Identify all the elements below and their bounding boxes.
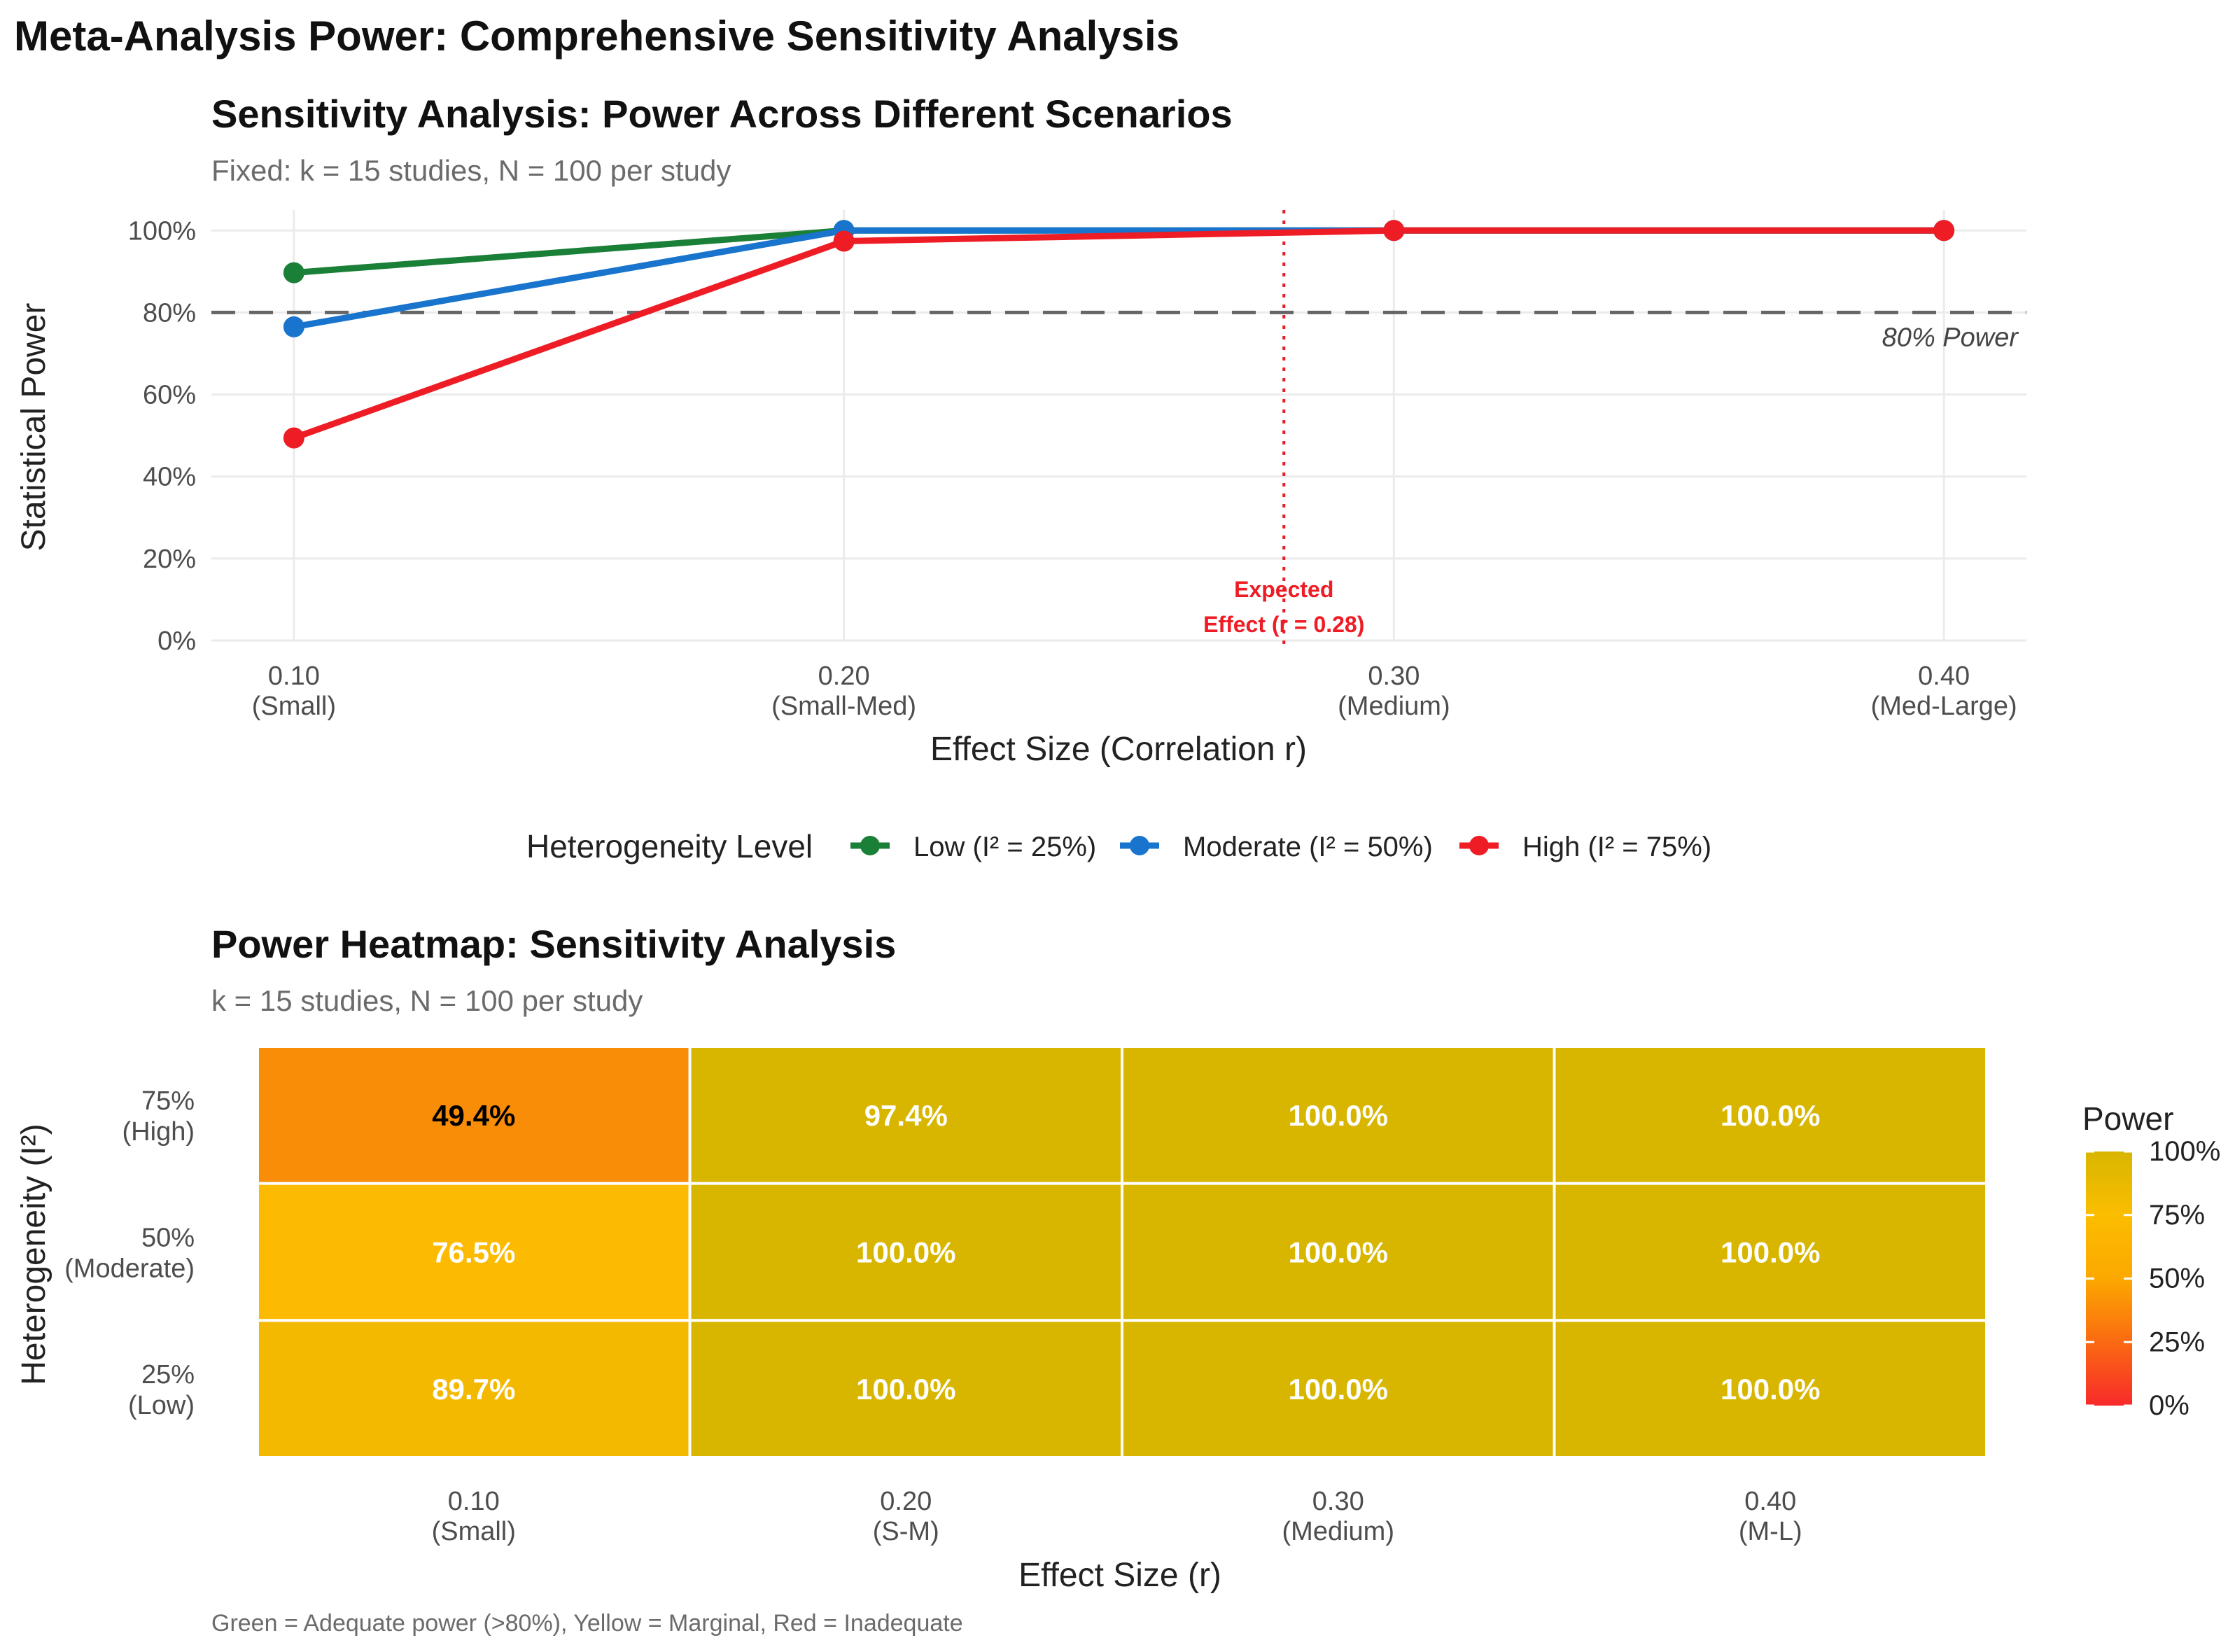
- legend-label-low-i-25: Low (I² = 25%): [913, 832, 1096, 862]
- heatmap-cell-label-r1-c1: 100.0%: [856, 1236, 955, 1269]
- heatmap-cell-r0-c1: [688, 1045, 1123, 1185]
- heatmap-x-tick-value-3: 0.40: [1744, 1487, 1796, 1516]
- heatmap-y-tick-category-0: (High): [122, 1117, 195, 1147]
- series-point-low-i-25-0: [283, 262, 304, 284]
- legend-label-moderate-i-50: Moderate (I² = 50%): [1183, 832, 1433, 862]
- heatmap-cell-r1-c2: [1121, 1182, 1556, 1322]
- figure-caption: Green = Adequate power (>80%), Yellow = …: [211, 1610, 963, 1637]
- heatmap-x-tick-category-0: (Small): [432, 1517, 516, 1546]
- y-tick-label-100: 100%: [128, 216, 196, 246]
- heatmap-y-tick-category-1: (Moderate): [64, 1254, 195, 1284]
- line-chart-panel: Sensitivity Analysis: Power Across Diffe…: [15, 92, 2026, 864]
- heatmap-cell-label-r0-c0: 49.4%: [432, 1099, 515, 1132]
- heatmap-y-tick-category-2: (Low): [128, 1391, 195, 1420]
- heatmap-x-tick-value-1: 0.20: [880, 1487, 932, 1516]
- y-tick-label-80: 80%: [143, 298, 196, 328]
- y-tick-label-60: 60%: [143, 381, 196, 410]
- series-point-high-i-75-0: [283, 427, 304, 449]
- heatmap-cells: 49.4% 97.4% 100.0% 100.0% 76.5% 100.0% 100.0% 1…: [256, 1045, 1988, 1460]
- legend-title: Heterogeneity Level: [526, 828, 813, 864]
- heatmap-x-tick-category-2: (Medium): [1282, 1517, 1394, 1546]
- x-tick-category-2: (Medium): [1338, 692, 1450, 721]
- heatmap-x-axis-title: Effect Size (r): [1018, 1557, 1221, 1594]
- legend-key-point-high-i-75: [1469, 836, 1489, 855]
- series-line-high-i-75: [290, 227, 1947, 442]
- line-chart-x-axis-title: Effect Size (Correlation r): [930, 731, 1307, 768]
- line-chart-series: [283, 220, 1955, 449]
- heatmap-cell-label-r2-c3: 100.0%: [1721, 1373, 1820, 1406]
- colorbar-tick-label-1: 25%: [2149, 1326, 2205, 1357]
- main-title: Meta-Analysis Power: Comprehensive Sensi…: [14, 13, 1179, 59]
- x-tick-value-1: 0.20: [818, 662, 870, 691]
- heatmap-title: Power Heatmap: Sensitivity Analysis: [211, 922, 896, 966]
- heatmap-cell-label-r1-c2: 100.0%: [1289, 1236, 1388, 1269]
- y-tick-label-0: 0%: [157, 626, 196, 656]
- series-point-high-i-75-1: [833, 230, 855, 252]
- heatmap-cell-r2-c3: [1553, 1319, 1988, 1460]
- heatmap-y-tick-value-0: 75%: [141, 1086, 195, 1116]
- line-chart-y-axis-title: Statistical Power: [15, 303, 52, 552]
- expected-effect-label-line-2: Effect (r = 0.28): [1203, 612, 1364, 637]
- heatmap-x-ticks: 0.10(Small) 0.20(S-M) 0.30(Medium) 0.40(M-L…: [432, 1487, 1802, 1546]
- heatmap-x-tick-category-3: (M-L): [1739, 1517, 1802, 1546]
- heatmap-colorbar: Power 0% 25% 50% 75% 100%: [2082, 1100, 2220, 1421]
- heatmap-cell-label-r2-c2: 100.0%: [1289, 1373, 1388, 1406]
- heatmap-cell-label-r2-c0: 89.7%: [432, 1373, 515, 1406]
- heatmap-y-tick-value-2: 25%: [141, 1360, 195, 1390]
- heatmap-cell-label-r0-c2: 100.0%: [1289, 1099, 1388, 1132]
- x-tick-value-2: 0.30: [1368, 662, 1420, 691]
- heatmap-cell-label-r2-c1: 100.0%: [856, 1373, 955, 1406]
- heatmap-x-tick-value-2: 0.30: [1312, 1487, 1364, 1516]
- x-tick-value-3: 0.40: [1918, 662, 1970, 691]
- heatmap-y-tick-value-1: 50%: [141, 1224, 195, 1253]
- legend-key-point-low-i-25: [860, 836, 880, 855]
- heatmap-cell-r1-c3: [1553, 1182, 1988, 1322]
- heatmap-cell-label-r1-c0: 76.5%: [432, 1236, 515, 1269]
- line-chart-y-ticks: 0% 20% 40% 60% 80% 100%: [128, 216, 196, 656]
- heatmap-cell-r2-c2: [1121, 1319, 1556, 1460]
- heatmap-cell-r0-c3: [1553, 1045, 1988, 1185]
- expected-effect-label-line-1: Expected: [1234, 577, 1333, 602]
- colorbar-tick-label-4: 100%: [2149, 1136, 2220, 1167]
- heatmap-cell-label-r0-c3: 100.0%: [1721, 1099, 1820, 1132]
- heatmap-cell-r1-c1: [688, 1182, 1123, 1322]
- colorbar-tick-label-0: 0%: [2149, 1390, 2190, 1421]
- y-tick-label-20: 20%: [143, 545, 196, 574]
- series-point-high-i-75-2: [1383, 220, 1405, 241]
- heatmap-cell-r2-c1: [688, 1319, 1123, 1460]
- line-chart-legend: Heterogeneity Level Low (I² = 25%) Modera…: [526, 828, 1711, 864]
- x-tick-value-0: 0.10: [268, 662, 320, 691]
- y-tick-label-40: 40%: [143, 463, 196, 492]
- line-chart-subtitle: Fixed: k = 15 studies, N = 100 per study: [211, 154, 731, 187]
- x-tick-category-3: (Med-Large): [1871, 692, 2017, 721]
- line-chart-title: Sensitivity Analysis: Power Across Diffe…: [211, 92, 1233, 136]
- x-tick-category-0: (Small): [252, 692, 336, 721]
- heatmap-subtitle: k = 15 studies, N = 100 per study: [211, 984, 643, 1017]
- reference-80-power-label: 80% Power: [1882, 323, 2019, 352]
- heatmap-cell-label-r1-c3: 100.0%: [1721, 1236, 1820, 1269]
- colorbar-title: Power: [2082, 1100, 2173, 1137]
- legend-label-high-i-75: High (I² = 75%): [1522, 832, 1711, 862]
- heatmap-cell-label-r0-c1: 97.4%: [864, 1099, 948, 1132]
- heatmap-x-tick-category-1: (S-M): [873, 1517, 939, 1546]
- heatmap-y-axis-title: Heterogeneity (I²): [15, 1124, 52, 1385]
- series-point-high-i-75-3: [1933, 220, 1955, 241]
- heatmap-panel: Power Heatmap: Sensitivity Analysis k = …: [15, 922, 2220, 1594]
- colorbar-tick-label-2: 50%: [2149, 1264, 2205, 1294]
- line-chart-x-ticks: 0.10(Small) 0.20(Small-Med) 0.30(Medium) 0.…: [252, 662, 2017, 721]
- x-tick-category-1: (Small-Med): [771, 692, 916, 721]
- colorbar-tick-label-3: 75%: [2149, 1200, 2205, 1231]
- heatmap-x-tick-value-0: 0.10: [448, 1487, 500, 1516]
- heatmap-y-ticks: 75%(High) 50%(Moderate) 25%(Low): [64, 1086, 195, 1420]
- line-chart-grid: [211, 210, 2026, 642]
- legend-key-point-moderate-i-50: [1130, 836, 1149, 855]
- series-point-moderate-i-50-0: [283, 316, 304, 337]
